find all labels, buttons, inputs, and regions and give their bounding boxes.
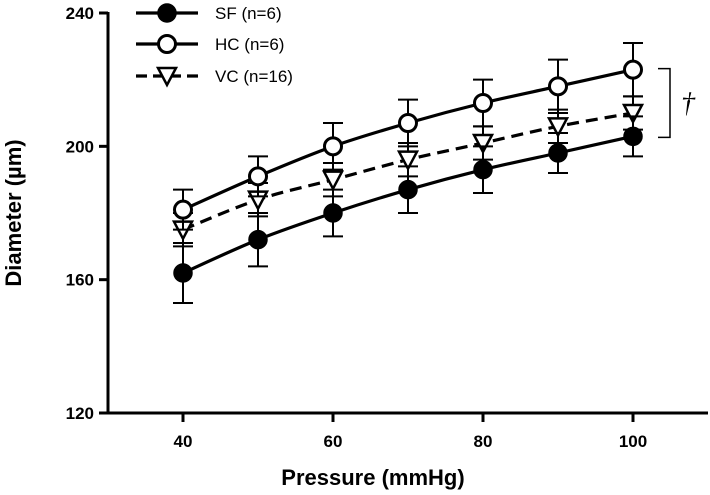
significance-bracket bbox=[658, 67, 671, 139]
data-point bbox=[248, 166, 268, 187]
x-tick-label: 60 bbox=[324, 432, 343, 451]
significance-mark: † bbox=[681, 88, 696, 119]
data-point bbox=[471, 133, 495, 155]
data-point bbox=[398, 113, 418, 133]
y-axis-title: Diameter (µm) bbox=[1, 139, 26, 286]
data-point bbox=[248, 229, 268, 250]
data-point bbox=[548, 143, 568, 163]
legend-label: HC (n=6) bbox=[215, 35, 284, 54]
data-point bbox=[621, 103, 645, 125]
y-tick-label: 120 bbox=[66, 404, 94, 423]
data-point bbox=[323, 203, 343, 223]
data-point bbox=[473, 159, 493, 180]
legend: SF (n=6) HC (n=6) VC (n=16) bbox=[136, 3, 293, 88]
series-hc bbox=[173, 42, 643, 231]
data-point bbox=[623, 59, 643, 80]
significance-annotation: † bbox=[658, 67, 696, 139]
legend-label: SF (n=6) bbox=[215, 4, 282, 23]
y-tick-label: 200 bbox=[66, 137, 94, 156]
series-sf bbox=[173, 115, 643, 304]
legend-item-vc: VC (n=16) bbox=[136, 66, 293, 88]
legend-marker bbox=[157, 3, 177, 23]
data-point bbox=[546, 117, 570, 139]
y-tick-label: 160 bbox=[66, 271, 94, 290]
x-axis-title: Pressure (mmHg) bbox=[281, 465, 464, 490]
legend-label: VC (n=16) bbox=[215, 67, 293, 86]
legend-item-hc: HC (n=6) bbox=[136, 34, 284, 54]
data-point bbox=[398, 179, 418, 200]
x-tick-label: 40 bbox=[174, 432, 193, 451]
data-point bbox=[173, 199, 193, 220]
data-point bbox=[623, 126, 643, 147]
legend-marker bbox=[157, 34, 177, 54]
data-point bbox=[548, 76, 568, 97]
data-point bbox=[473, 93, 493, 113]
x-tick-label: 80 bbox=[474, 432, 493, 451]
data-point bbox=[323, 136, 343, 157]
x-tick-label: 100 bbox=[619, 432, 647, 451]
y-tick-label: 240 bbox=[66, 4, 94, 23]
data-point bbox=[321, 170, 345, 192]
legend-item-sf: SF (n=6) bbox=[136, 3, 282, 23]
axes: 120 160 200 240 40 60 80 100 bbox=[66, 4, 708, 451]
plot-area bbox=[171, 42, 645, 304]
data-point bbox=[396, 150, 420, 172]
data-point bbox=[173, 263, 193, 283]
legend-marker bbox=[155, 66, 179, 88]
